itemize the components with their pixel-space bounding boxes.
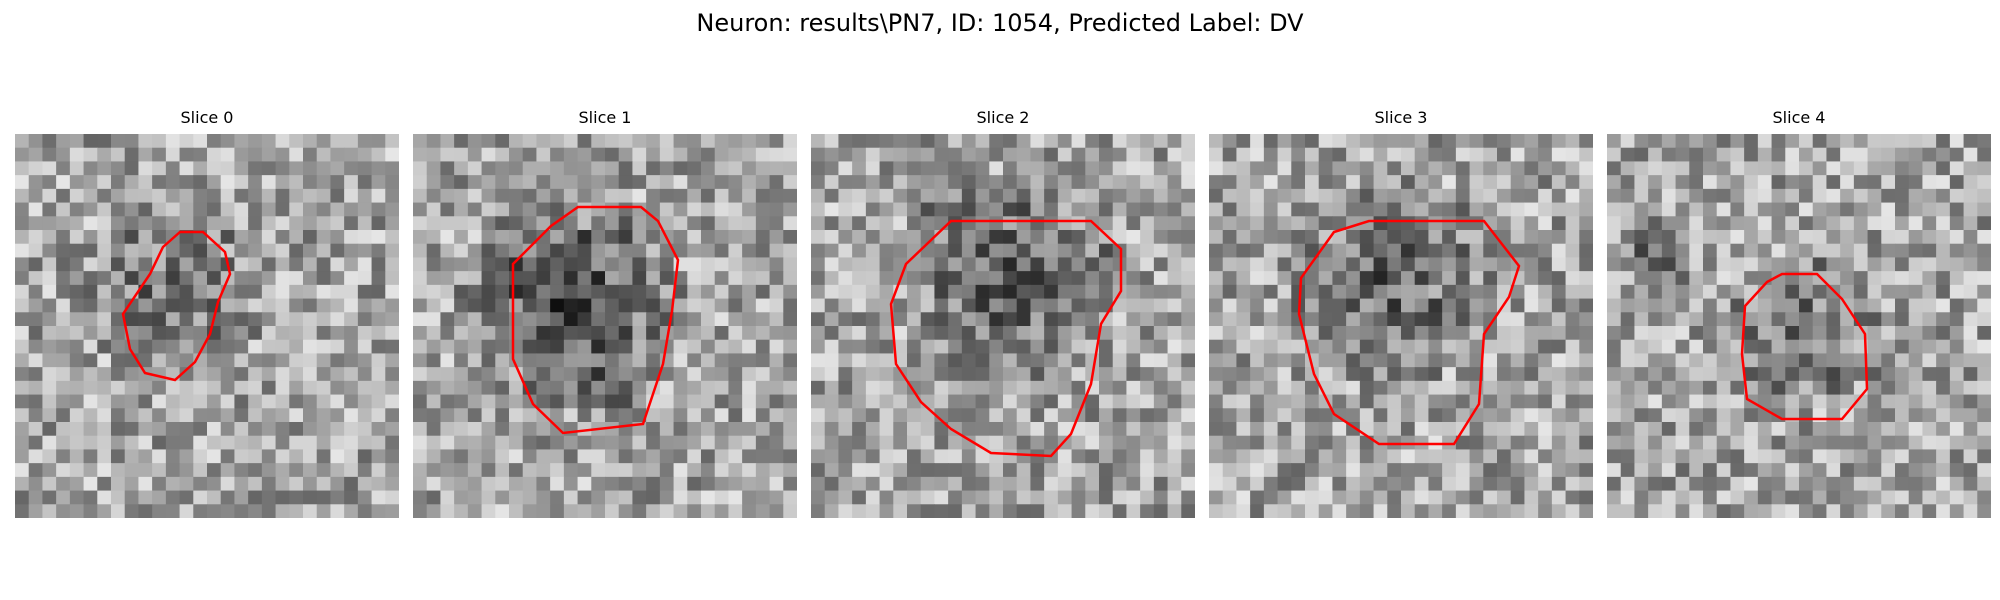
slice-panel-0: Slice 0 bbox=[15, 108, 399, 128]
slice-image-1 bbox=[413, 134, 797, 518]
slice-panel-2: Slice 2 bbox=[811, 108, 1195, 128]
slice-image-3 bbox=[1209, 134, 1593, 518]
slice-image-2 bbox=[811, 134, 1195, 518]
figure-title: Neuron: results\PN7, ID: 1054, Predicted… bbox=[0, 8, 2000, 38]
slice-panel-1: Slice 1 bbox=[413, 108, 797, 128]
slice-title-1: Slice 1 bbox=[413, 108, 797, 128]
slice-image-4 bbox=[1607, 134, 1991, 518]
slice-panel-4: Slice 4 bbox=[1607, 108, 1991, 128]
slice-image-0 bbox=[15, 134, 399, 518]
slice-title-0: Slice 0 bbox=[15, 108, 399, 128]
slice-title-4: Slice 4 bbox=[1607, 108, 1991, 128]
slice-panel-3: Slice 3 bbox=[1209, 108, 1593, 128]
slice-title-3: Slice 3 bbox=[1209, 108, 1593, 128]
slice-title-2: Slice 2 bbox=[811, 108, 1195, 128]
